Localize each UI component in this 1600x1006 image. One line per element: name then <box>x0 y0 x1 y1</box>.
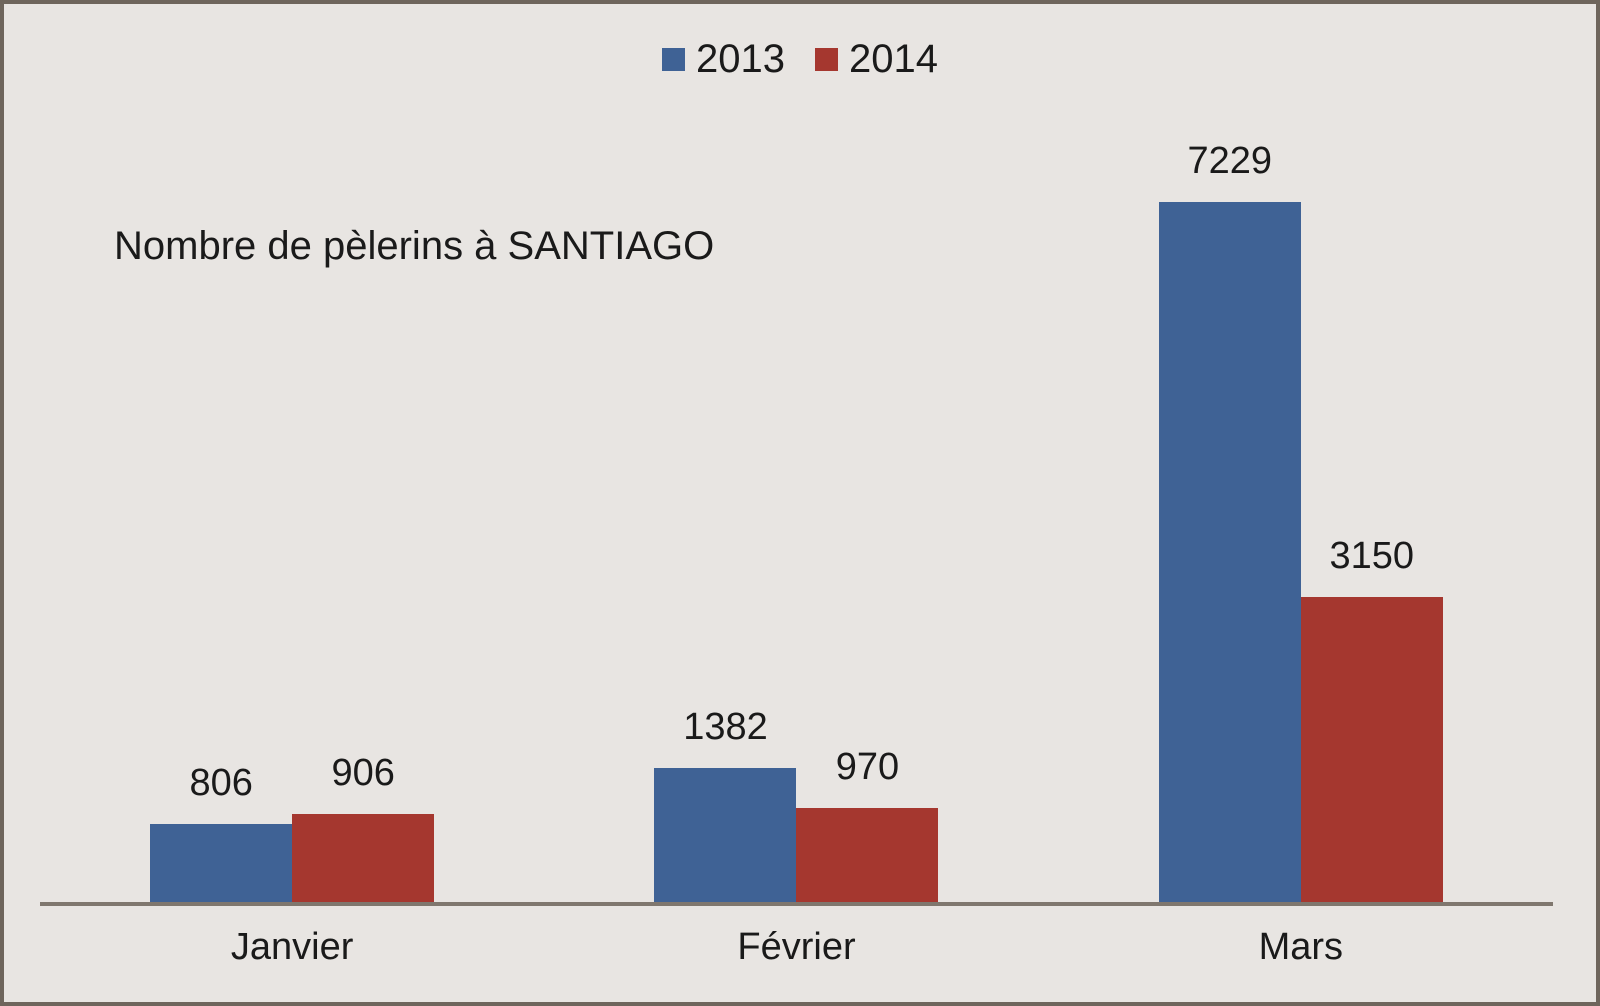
x-axis-labels: Janvier Février Mars <box>40 910 1553 1002</box>
x-axis-label-Février: Février <box>737 926 856 968</box>
bar-value-label: 7229 <box>1187 140 1273 182</box>
legend-item-2013: 2013 <box>662 39 785 79</box>
bar-group-Février: 1382 970 <box>544 4 1048 902</box>
bar-2013-Janvier <box>150 824 293 902</box>
plot-area: 806 906 1382 970 7229 3150 <box>40 4 1553 906</box>
x-axis-line <box>40 902 1553 906</box>
bar-2013-Février <box>654 768 797 902</box>
bar-value-label: 970 <box>835 746 900 788</box>
x-axis-label-Mars: Mars <box>1258 926 1344 968</box>
chart-title: Nombre de pèlerins à SANTIAGO <box>114 224 715 268</box>
bar-column-2013-Mars: 7229 <box>1158 140 1301 902</box>
legend-swatch-icon <box>815 47 838 71</box>
bar-value-label: 906 <box>331 752 395 794</box>
legend-label: 2014 <box>849 37 938 81</box>
bar-groups: 806 906 1382 970 7229 3150 <box>40 4 1553 902</box>
legend-item-2014: 2014 <box>815 39 938 79</box>
bar-column-2013-Janvier: 806 <box>150 762 293 902</box>
bar-2014-Janvier <box>292 814 435 902</box>
legend: 2013 2014 <box>4 39 1596 79</box>
bar-column-2014-Janvier: 906 <box>292 752 435 902</box>
bar-column-2014-Février: 970 <box>796 746 939 902</box>
legend-label: 2013 <box>696 37 785 81</box>
bar-value-label: 3150 <box>1329 535 1415 577</box>
bar-2014-Février <box>796 808 939 902</box>
legend-swatch-icon <box>662 47 686 71</box>
bar-value-label: 806 <box>189 762 253 804</box>
bar-value-label: 1382 <box>683 706 768 748</box>
bar-group-Janvier: 806 906 <box>40 4 544 902</box>
bar-2013-Mars <box>1158 202 1301 902</box>
x-axis-label-Janvier: Janvier <box>230 926 354 968</box>
bar-2014-Mars <box>1300 597 1443 902</box>
bar-group-Mars: 7229 3150 <box>1049 4 1553 902</box>
bar-column-2014-Mars: 3150 <box>1300 535 1443 902</box>
bar-column-2013-Février: 1382 <box>654 706 797 902</box>
